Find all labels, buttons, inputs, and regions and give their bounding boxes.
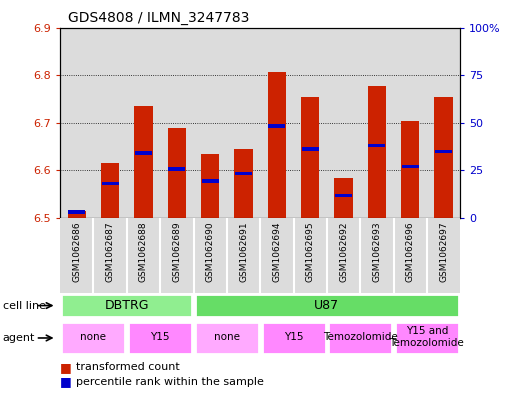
Text: GSM1062689: GSM1062689 — [173, 222, 181, 283]
Bar — [435, 97, 453, 218]
Bar — [268, 125, 286, 128]
Bar — [227, 218, 260, 293]
Bar — [62, 322, 126, 354]
Bar — [368, 143, 385, 147]
Text: GSM1062695: GSM1062695 — [306, 222, 315, 283]
Bar — [335, 194, 352, 197]
Text: none: none — [214, 332, 240, 342]
Text: Temozolomide: Temozolomide — [323, 332, 397, 342]
Bar — [101, 182, 119, 185]
Bar — [128, 322, 192, 354]
Bar — [328, 322, 392, 354]
Bar — [435, 150, 452, 153]
Bar — [401, 121, 419, 218]
Bar — [194, 218, 227, 293]
Bar — [395, 322, 459, 354]
Text: transformed count: transformed count — [76, 362, 179, 373]
Text: Y15 and
Temozolomide: Y15 and Temozolomide — [390, 327, 464, 348]
Bar — [327, 218, 360, 293]
Bar — [134, 106, 153, 218]
Text: cell line: cell line — [3, 301, 46, 310]
Bar — [293, 28, 327, 218]
Bar — [360, 218, 393, 293]
Bar — [201, 154, 219, 218]
Bar — [260, 28, 293, 218]
Text: GSM1062688: GSM1062688 — [139, 222, 148, 283]
Bar — [368, 86, 386, 218]
Bar — [160, 28, 194, 218]
Text: DBTRG: DBTRG — [105, 299, 149, 312]
Bar — [135, 151, 152, 154]
Bar — [394, 28, 427, 218]
Bar — [334, 178, 353, 218]
Text: ■: ■ — [60, 375, 72, 389]
Bar — [293, 218, 327, 293]
Text: percentile rank within the sample: percentile rank within the sample — [76, 377, 264, 387]
Bar — [402, 165, 419, 168]
Bar — [202, 179, 219, 183]
Bar — [195, 294, 459, 317]
Bar — [168, 167, 185, 171]
Bar — [260, 218, 293, 293]
Bar — [94, 28, 127, 218]
Bar — [127, 28, 160, 218]
Bar — [360, 28, 393, 218]
Text: GSM1062696: GSM1062696 — [406, 222, 415, 283]
Bar — [194, 28, 227, 218]
Text: none: none — [81, 332, 107, 342]
Bar — [227, 28, 260, 218]
Text: GSM1062686: GSM1062686 — [72, 222, 81, 283]
Text: GSM1062691: GSM1062691 — [239, 222, 248, 283]
Text: GDS4808 / ILMN_3247783: GDS4808 / ILMN_3247783 — [68, 11, 249, 25]
Bar — [101, 163, 119, 218]
Text: GSM1062692: GSM1062692 — [339, 222, 348, 282]
Text: GSM1062697: GSM1062697 — [439, 222, 448, 283]
Text: ■: ■ — [60, 361, 72, 374]
Bar — [195, 322, 259, 354]
Text: GSM1062693: GSM1062693 — [372, 222, 381, 283]
Bar — [394, 218, 427, 293]
Bar — [60, 28, 94, 218]
Bar — [234, 149, 253, 218]
Bar — [427, 28, 460, 218]
Text: U87: U87 — [314, 299, 339, 312]
Bar — [427, 218, 460, 293]
Text: Y15: Y15 — [151, 332, 170, 342]
Text: agent: agent — [3, 333, 35, 343]
Bar — [60, 218, 94, 293]
Text: Y15: Y15 — [284, 332, 303, 342]
Bar — [160, 218, 194, 293]
Bar — [67, 211, 86, 218]
Text: GSM1062687: GSM1062687 — [106, 222, 115, 283]
Bar — [69, 210, 85, 213]
Bar — [235, 172, 252, 175]
Bar — [62, 294, 192, 317]
Bar — [301, 97, 320, 218]
Bar — [268, 72, 286, 218]
Bar — [262, 322, 325, 354]
Bar — [168, 128, 186, 218]
Bar — [127, 218, 160, 293]
Bar — [327, 28, 360, 218]
Bar — [94, 218, 127, 293]
Bar — [302, 147, 319, 151]
Text: GSM1062694: GSM1062694 — [272, 222, 281, 282]
Text: GSM1062690: GSM1062690 — [206, 222, 214, 283]
